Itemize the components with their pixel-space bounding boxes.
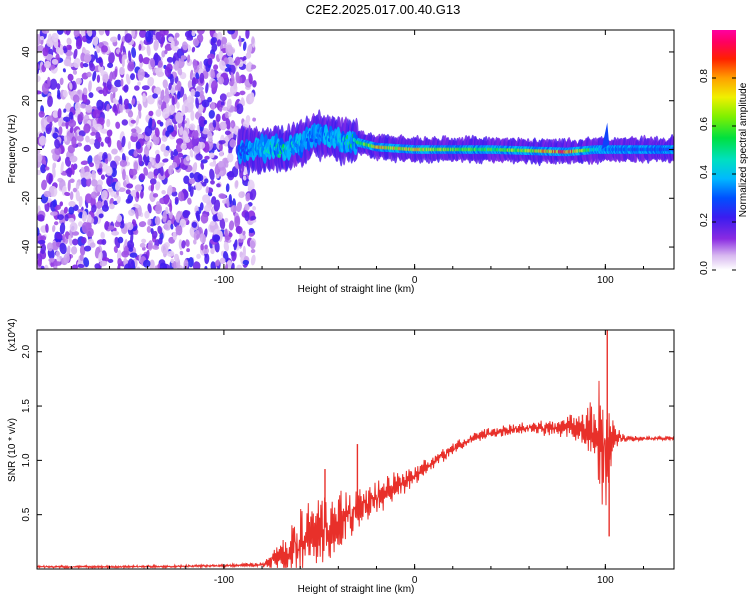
snr-panel: -100 0 1000.51.01.52.0 (x10^4) Height of s… <box>7 318 674 595</box>
y-tick-label: 20 <box>21 95 32 107</box>
y-tick-label: -40 <box>21 239 32 254</box>
snr-y-label: SNR (10 * v/v) <box>7 418 18 482</box>
noise-speck <box>190 89 195 97</box>
colorbar-tick-label: 0.0 <box>699 261 710 275</box>
colorbar-tick-label: 0.8 <box>699 69 710 83</box>
snr-plot-area <box>37 330 674 569</box>
colorbar: 0.0 0.2 0.4 0.6 0.8 Normalized spectral ampl… <box>699 30 749 275</box>
y-tick-label: 1.5 <box>21 399 32 413</box>
y-tick-label: -20 <box>21 191 32 206</box>
colorbar-gradient <box>712 30 736 270</box>
y-tick-label: 0.5 <box>21 507 32 521</box>
x-tick-label: -100 <box>214 275 234 286</box>
noise-speck <box>69 218 75 223</box>
spectrogram-y-label: Frequency (Hz) <box>7 115 18 184</box>
colorbar-tick-label: 0.4 <box>699 165 710 179</box>
colorbar-tick-label: 0.6 <box>699 117 710 131</box>
y-tick-label: 2.0 <box>21 344 32 358</box>
noise-speck <box>111 231 119 236</box>
y-tick-label: 0 <box>21 146 32 152</box>
x-tick-label: 100 <box>597 275 614 286</box>
y-tick-label: 1.0 <box>21 453 32 467</box>
colorbar-label: Normalized spectral amplitude <box>738 82 749 217</box>
colorbar-tick-label: 0.2 <box>699 213 710 227</box>
x-tick-label: 100 <box>597 575 614 586</box>
noise-speck <box>66 44 71 50</box>
noise-speck <box>71 246 77 254</box>
y-tick-label: 40 <box>21 46 32 58</box>
noise-speck <box>106 177 111 185</box>
figure-title: C2E2.2025.017.00.40.G13 <box>306 2 461 17</box>
snr-y-multiplier: (x10^4) <box>7 318 18 351</box>
noise-speck <box>192 222 197 228</box>
noise-speck <box>227 28 235 35</box>
noise-speck <box>161 190 166 194</box>
noise-speck <box>97 184 102 192</box>
spectrogram-x-label: Height of straight line (km) <box>298 284 415 295</box>
noise-speck <box>169 203 172 213</box>
noise-speck <box>227 153 233 163</box>
snr-x-label: Height of straight line (km) <box>298 584 415 595</box>
spectrogram-panel: -100 0 100-40-2002040 Height of straight l… <box>7 25 676 295</box>
x-tick-label: -100 <box>214 575 234 586</box>
